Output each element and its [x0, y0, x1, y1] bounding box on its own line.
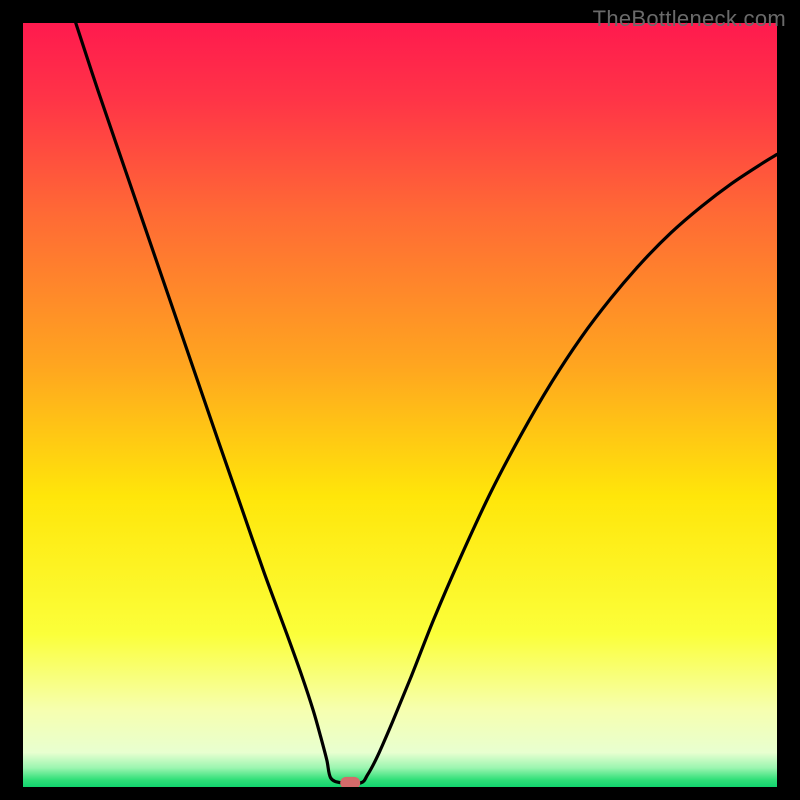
plot-area — [23, 23, 777, 787]
bottleneck-curve — [23, 23, 777, 787]
optimum-marker — [340, 777, 360, 787]
watermark-text: TheBottleneck.com — [593, 6, 786, 32]
